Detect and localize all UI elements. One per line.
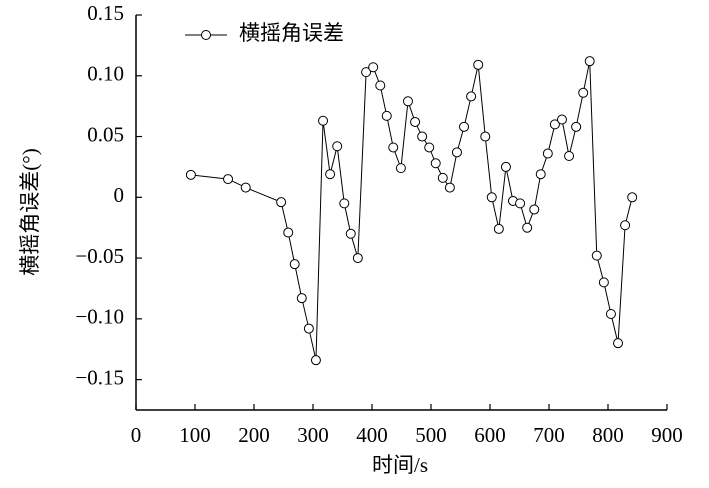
point-marker xyxy=(486,192,497,203)
point-marker xyxy=(424,142,435,153)
x-tick-label: 300 xyxy=(297,423,329,447)
point-marker xyxy=(493,223,504,234)
point-marker xyxy=(549,119,560,130)
point-marker xyxy=(352,253,363,264)
y-tick-label: −0.15 xyxy=(75,365,124,389)
point-marker xyxy=(310,355,321,366)
point-marker xyxy=(402,96,413,107)
point-marker xyxy=(451,147,462,158)
point-marker xyxy=(564,150,575,161)
point-marker xyxy=(368,62,379,73)
point-marker xyxy=(466,91,477,102)
legend-label: 横摇角误差 xyxy=(239,21,344,45)
point-marker xyxy=(395,163,406,174)
point-marker xyxy=(276,197,287,208)
x-tick-label: 600 xyxy=(474,423,506,447)
x-tick-label: 700 xyxy=(533,423,565,447)
point-marker xyxy=(388,142,399,153)
point-marker xyxy=(339,198,350,209)
y-tick-label: −0.10 xyxy=(75,305,124,329)
x-tick-label: 900 xyxy=(651,423,683,447)
point-marker xyxy=(289,259,300,270)
y-tick-label: 0.05 xyxy=(87,122,124,146)
point-marker xyxy=(522,222,533,233)
point-marker xyxy=(473,59,484,70)
point-marker xyxy=(444,182,455,193)
point-marker xyxy=(620,220,631,231)
point-marker xyxy=(185,169,196,180)
x-tick-label: 100 xyxy=(179,423,211,447)
point-marker xyxy=(325,169,336,180)
point-marker xyxy=(480,131,491,142)
point-marker xyxy=(240,182,251,193)
point-marker xyxy=(515,198,526,209)
point-marker xyxy=(437,172,448,183)
point-marker xyxy=(584,56,595,67)
x-tick-label: 800 xyxy=(592,423,624,447)
point-marker xyxy=(571,121,582,132)
point-marker xyxy=(375,80,386,91)
point-marker xyxy=(283,227,294,238)
point-marker xyxy=(417,131,428,142)
y-tick-label: 0.10 xyxy=(87,62,124,86)
point-marker xyxy=(598,277,609,288)
x-tick-label: 400 xyxy=(356,423,388,447)
point-marker xyxy=(605,308,616,319)
x-tick-label: 0 xyxy=(131,423,142,447)
series-line xyxy=(190,61,633,361)
point-marker xyxy=(613,338,624,349)
legend-marker xyxy=(201,30,211,40)
point-marker xyxy=(430,158,441,169)
point-marker xyxy=(223,174,234,185)
point-marker xyxy=(318,115,329,126)
point-marker xyxy=(556,114,567,125)
y-axis-label: 横摇角误差(°) xyxy=(18,148,42,275)
point-marker xyxy=(459,121,470,132)
x-tick-label: 500 xyxy=(415,423,447,447)
point-marker xyxy=(500,161,511,172)
point-marker xyxy=(542,148,553,159)
x-axis-label: 时间/s xyxy=(372,453,428,477)
point-marker xyxy=(410,116,421,127)
y-tick-label: −0.05 xyxy=(75,244,124,268)
point-marker xyxy=(627,192,638,203)
y-tick-label: 0.15 xyxy=(87,1,124,25)
x-tick-label: 200 xyxy=(238,423,270,447)
point-marker xyxy=(361,67,372,78)
point-marker xyxy=(535,169,546,180)
point-marker xyxy=(345,228,356,239)
point-marker xyxy=(296,293,307,304)
point-marker xyxy=(529,204,540,215)
point-marker xyxy=(381,110,392,121)
point-marker xyxy=(303,323,314,334)
y-tick-label: 0 xyxy=(114,183,125,207)
point-marker xyxy=(591,250,602,261)
point-marker xyxy=(578,87,589,98)
point-marker xyxy=(332,141,343,152)
